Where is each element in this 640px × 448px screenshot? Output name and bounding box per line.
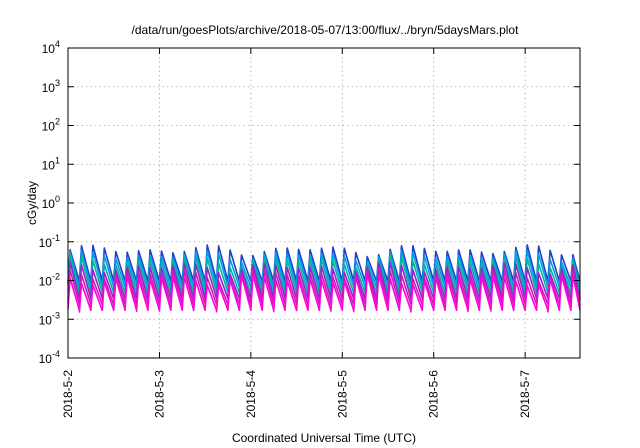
- series-group: [67, 244, 581, 313]
- y-axis-label: cGy/day: [25, 181, 39, 225]
- x-tick-label: 2018-5-3: [152, 370, 166, 418]
- y-tick-label: 103: [42, 78, 60, 95]
- series-line: [67, 273, 581, 313]
- y-tick-label: 104: [42, 39, 60, 56]
- y-tick-label: 100: [42, 194, 60, 211]
- x-tick-label: 2018-5-2: [61, 370, 75, 418]
- y-tick-label: 10-3: [39, 310, 60, 327]
- y-tick-label: 10-1: [39, 233, 60, 250]
- y-tick-label: 10-2: [39, 272, 60, 289]
- chart-title: /data/run/goesPlots/archive/2018-05-07/1…: [132, 23, 520, 37]
- y-tick-label: 101: [42, 155, 60, 172]
- x-tick-label: 2018-5-5: [335, 370, 349, 418]
- x-tick-label: 2018-5-6: [427, 370, 441, 418]
- x-axis-ticks: 2018-5-2 2018-5-3 2018-5-4 2018-5-5 2018-5-6…: [61, 48, 532, 418]
- grid-lines: [68, 48, 580, 358]
- x-tick-label: 2018-5-4: [244, 370, 258, 418]
- x-tick-label: 2018-5-7: [518, 370, 532, 418]
- y-tick-label: 10-4: [39, 349, 60, 366]
- x-axis-label: Coordinated Universal Time (UTC): [232, 431, 416, 445]
- y-tick-label: 102: [42, 117, 60, 134]
- y-axis-ticks: 10-4 10-3 10-2 10-1 100 101 102 103 104: [39, 39, 580, 366]
